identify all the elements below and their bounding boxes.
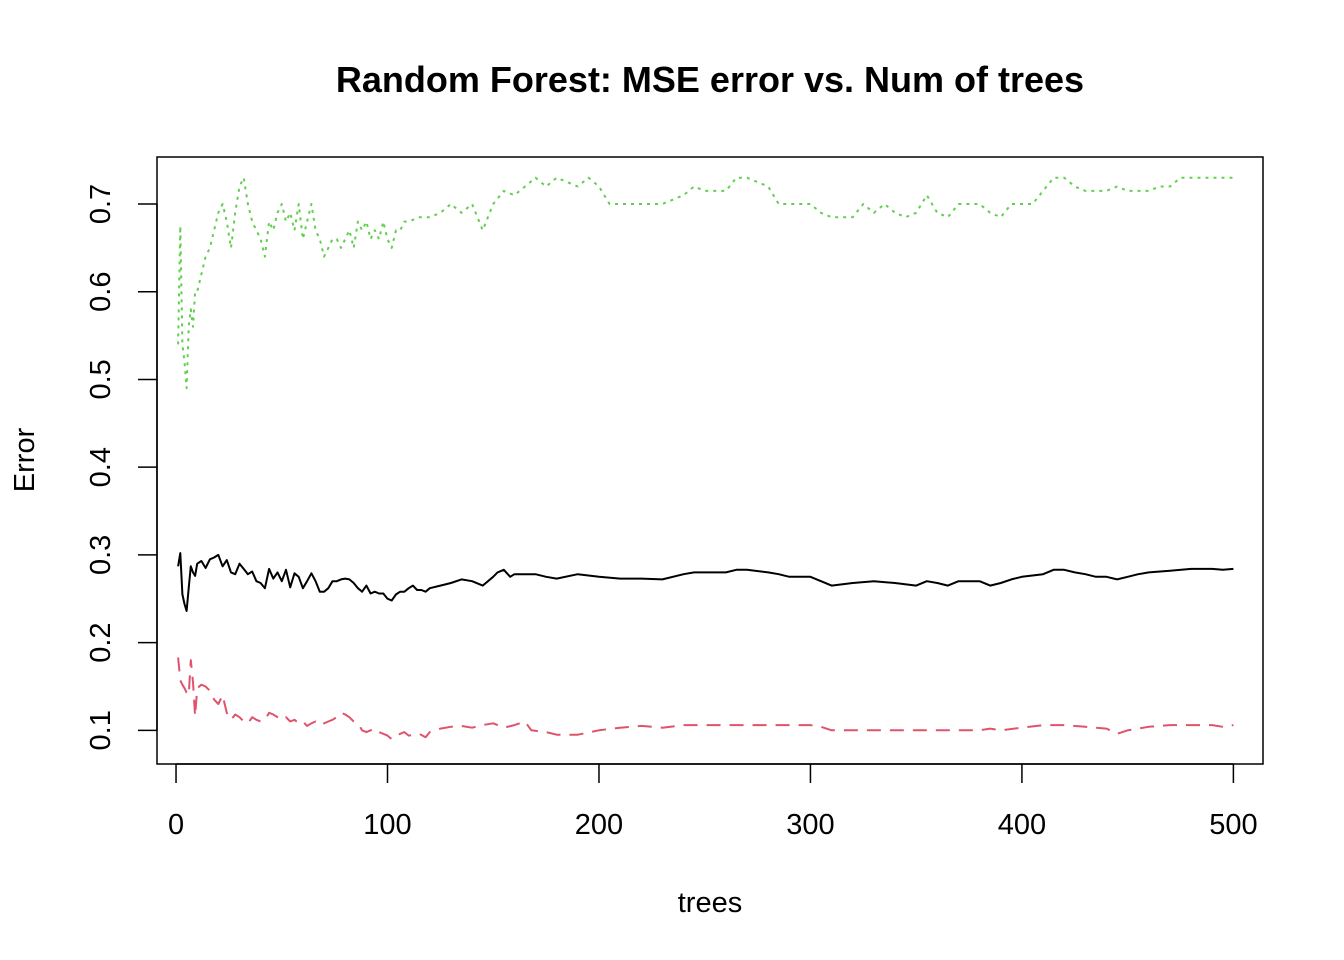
x-axis-label: trees — [678, 887, 742, 919]
y-axis: 0.1 0.2 0.3 0.4 0.5 0.6 0.7 — [85, 184, 158, 750]
y-tick-label: 0.6 — [85, 272, 117, 312]
y-tick-label: 0.3 — [85, 535, 117, 575]
series-layer — [177, 176, 1234, 741]
series-line-2 — [177, 657, 1234, 741]
x-tick-label: 300 — [786, 809, 834, 841]
x-tick-label: 0 — [168, 809, 184, 841]
y-axis-label: Error — [9, 427, 41, 492]
x-tick-label: 200 — [575, 809, 623, 841]
y-tick-label: 0.5 — [85, 359, 117, 399]
series-line-3 — [177, 176, 1234, 390]
y-tick-label: 0.1 — [85, 710, 117, 750]
y-tick-label: 0.2 — [85, 622, 117, 662]
y-tick-label: 0.4 — [85, 447, 117, 487]
x-tick-label: 100 — [363, 809, 411, 841]
plot-frame — [156, 156, 1264, 765]
x-tick-label: 400 — [998, 809, 1046, 841]
y-tick-label: 0.7 — [85, 184, 117, 224]
x-tick-label: 500 — [1209, 809, 1257, 841]
x-axis: 0 100 200 300 400 500 — [168, 763, 1258, 841]
chart-title: Random Forest: MSE error vs. Num of tree… — [336, 59, 1084, 100]
series-line-1 — [177, 552, 1234, 612]
